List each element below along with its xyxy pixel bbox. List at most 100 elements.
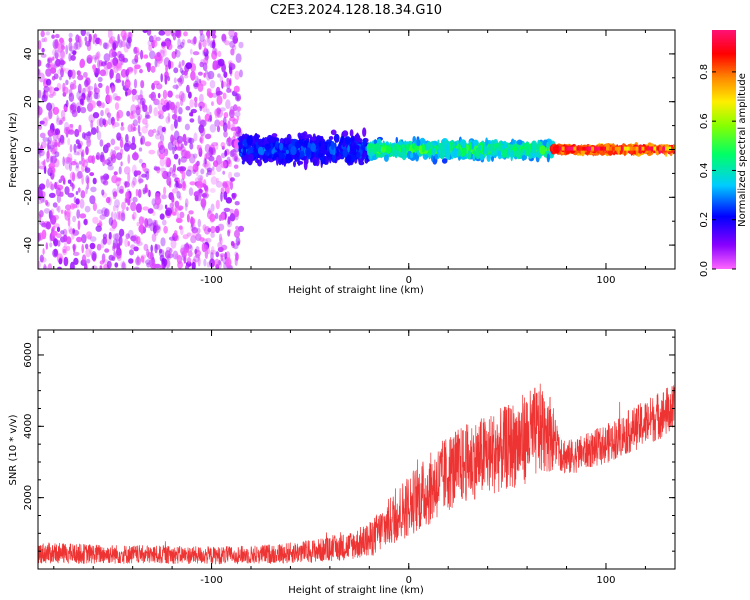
spectrogram-blob — [124, 79, 131, 89]
spectrogram-blob — [157, 125, 164, 135]
spectrogram-blob — [423, 143, 431, 151]
spectrogram-blob — [198, 78, 202, 84]
spectrogram-blob — [224, 150, 228, 157]
spectrogram-blob — [207, 37, 210, 47]
spectrogram-blob — [177, 116, 181, 123]
spectrogram-blob — [125, 91, 128, 97]
spectrogram-blob — [131, 94, 136, 103]
spectrogram-blob — [48, 109, 53, 120]
spectrogram-blob — [202, 62, 208, 71]
spectrogram-blob — [64, 160, 71, 170]
spectrogram-blob — [152, 211, 156, 216]
spectrogram-blob — [375, 142, 380, 153]
spectrogram-ridge-cell — [662, 146, 666, 151]
spectrogram-blob — [173, 77, 177, 84]
spectrogram-blob — [235, 126, 238, 134]
spectrogram-blob — [516, 150, 522, 160]
figure-title: C2E3.2024.128.18.34.G10 — [270, 3, 442, 18]
spectrogram-blob — [64, 121, 69, 132]
spectrogram-blob — [77, 187, 81, 193]
spectrogram-blob — [72, 251, 80, 256]
spectrogram-blob — [130, 201, 137, 212]
spectrogram-blob — [199, 135, 204, 144]
spectrogram-blob — [73, 143, 77, 153]
spectrogram-blob — [354, 133, 361, 142]
spectrogram-blob — [42, 117, 48, 127]
spectrogram-ridge-cell — [582, 146, 586, 151]
spectrogram-blob — [99, 265, 103, 269]
spectrogram-blob — [101, 102, 105, 109]
snr-series-line — [38, 383, 675, 565]
spectrogram-blob — [207, 247, 210, 255]
spectrogram-blob — [41, 94, 48, 103]
spectrogram-blob — [57, 141, 61, 148]
spectrogram-blob — [184, 202, 188, 212]
spectrogram-blob — [60, 175, 65, 181]
spectrogram-blob — [62, 248, 67, 254]
spectrogram-blob — [222, 182, 228, 189]
spectrogram-blob — [43, 85, 50, 93]
spectrogram-blob — [132, 164, 137, 175]
spectrogram-ridge-cell — [591, 146, 595, 151]
spectrogram-blob — [176, 191, 181, 199]
spectrogram-ridge-cell — [558, 146, 562, 151]
spectrogram-blob — [298, 135, 303, 140]
spectrogram-blob — [121, 260, 126, 269]
spectrogram-blob — [209, 213, 216, 222]
snr-xtick-label: -100 — [200, 575, 223, 586]
spectrogram-blob — [234, 70, 240, 81]
spectrogram-blob — [216, 107, 222, 115]
spectrogram-blob — [118, 53, 125, 62]
spectrogram-blob — [50, 208, 55, 216]
spectrogram-blob — [72, 228, 76, 234]
spectrogram-blob — [175, 101, 180, 109]
spectrogram-blob — [182, 133, 187, 143]
spectrogram-blob — [535, 152, 539, 158]
spectrogram-blob — [138, 174, 142, 185]
spectrogram-blob — [99, 214, 106, 220]
spectrogram-blob — [173, 153, 179, 160]
spectrogram-blob — [75, 102, 82, 111]
spectrogram-blob — [405, 143, 410, 152]
spectrogram-ridge-cell — [594, 146, 598, 151]
spectrogram-blob — [220, 160, 227, 169]
spectrogram-blob — [99, 139, 104, 147]
snr-ticks: -100 0 100 2000 4000 6000 — [23, 330, 675, 586]
spectrogram-blob — [171, 135, 176, 142]
spectrogram-blob — [123, 142, 131, 152]
spectrogram-blob — [202, 162, 209, 168]
spectrogram-blob — [257, 146, 264, 155]
spectrogram-blob — [97, 68, 101, 75]
spectrogram-blob — [225, 257, 232, 267]
spectrogram-blob — [231, 193, 236, 200]
spectrogram-blob — [175, 94, 180, 99]
spectrogram-blob — [123, 32, 127, 39]
spectrogram-blob — [118, 210, 122, 221]
snr-xtick-label: 100 — [596, 575, 615, 586]
spectrogram-blob — [491, 150, 495, 157]
spectrogram-blob — [165, 116, 171, 124]
spectrogram-blob — [188, 91, 192, 99]
spectrogram-blob — [228, 30, 235, 37]
spectrogram-blob — [114, 146, 120, 151]
spectrogram-blob — [42, 137, 49, 142]
spectrogram-blob — [134, 64, 141, 70]
spectrogram-blob — [290, 145, 297, 156]
spectrogram-blob — [40, 53, 47, 58]
spectrogram-blob — [279, 142, 284, 151]
spectrogram-ridge-cell — [626, 146, 630, 151]
spectrogram-blob — [62, 228, 68, 237]
spectrogram-blob — [155, 83, 163, 90]
spectrogram-blob — [169, 101, 175, 111]
spectrogram-blob — [47, 58, 51, 68]
spectrogram-blob — [154, 196, 162, 206]
spectrogram-blob — [103, 53, 111, 63]
spectrogram-blob — [68, 37, 73, 43]
spectrogram-blob — [144, 141, 152, 147]
spectrogram-blob — [69, 261, 75, 269]
spectrogram-blob — [88, 33, 92, 43]
spectrogram-blob — [116, 109, 124, 119]
spectrogram-blob — [81, 175, 84, 185]
spectrogram-blob — [107, 30, 113, 39]
spectrogram-blob — [153, 107, 158, 117]
